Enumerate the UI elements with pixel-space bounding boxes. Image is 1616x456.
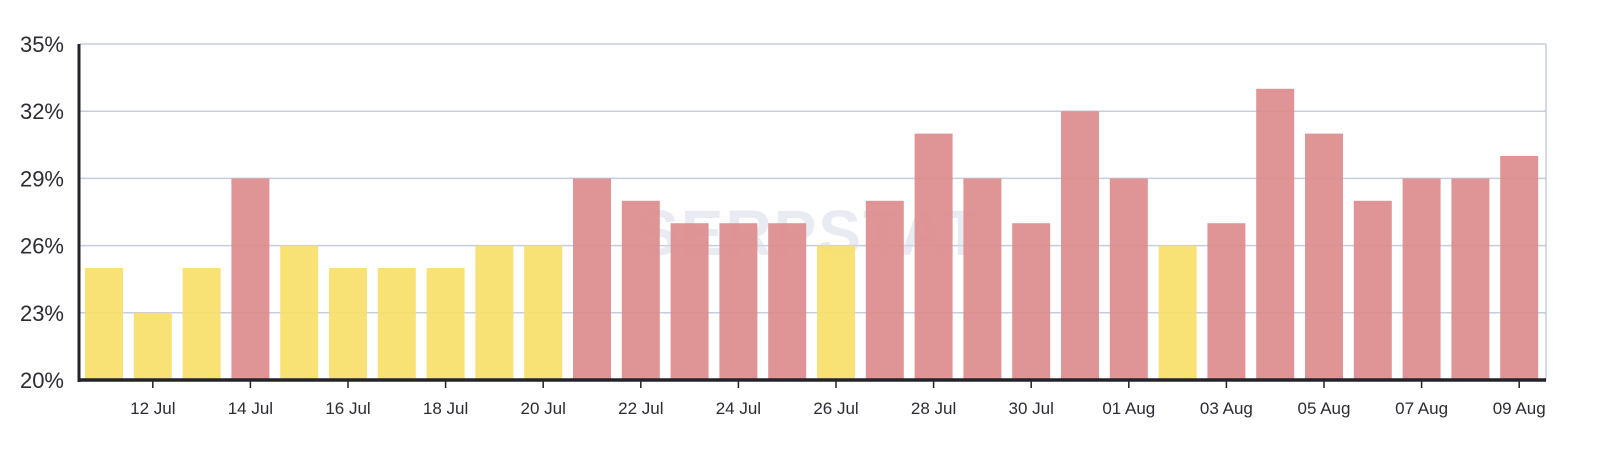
y-tick-label: 32%: [20, 99, 64, 124]
x-tick-label: 09 Aug: [1493, 399, 1546, 418]
bar-17-jul[interactable]: [377, 268, 416, 380]
bar-25-jul[interactable]: [768, 223, 807, 380]
bar-05-aug[interactable]: [1305, 133, 1343, 380]
y-tick-label: 20%: [20, 368, 64, 393]
bar-02-aug[interactable]: [1158, 245, 1197, 380]
bar-16-jul[interactable]: [329, 268, 367, 380]
x-axis-ticks: 12 Jul 14 Jul 16 Jul 18 Jul 20 Jul 22 Jul 24 J…: [130, 380, 1546, 418]
x-tick-label: 28 Jul: [911, 399, 956, 418]
bar-26-jul[interactable]: [817, 245, 855, 380]
axes: [77, 44, 1546, 382]
x-tick-label: 07 Aug: [1395, 399, 1448, 418]
bars: [85, 88, 1539, 381]
x-tick-label: 20 Jul: [521, 399, 566, 418]
x-tick-label: 18 Jul: [423, 399, 468, 418]
y-tick-label: 26%: [20, 234, 64, 259]
y-axis-ticks: 20% 23% 26% 29% 32% 35%: [20, 32, 64, 393]
y-tick-label: 35%: [20, 32, 64, 57]
bar-21-jul[interactable]: [573, 178, 611, 380]
bar-31-jul[interactable]: [1061, 111, 1099, 380]
x-tick-label: 03 Aug: [1200, 399, 1253, 418]
bar-28-jul[interactable]: [914, 133, 953, 380]
x-tick-label: 12 Jul: [130, 399, 175, 418]
bar-06-aug[interactable]: [1353, 200, 1392, 380]
bar-23-jul[interactable]: [670, 223, 709, 380]
x-tick-label: 14 Jul: [228, 399, 273, 418]
bar-20-jul[interactable]: [524, 245, 563, 380]
bar-18-jul[interactable]: [426, 268, 465, 380]
bar-11-jul[interactable]: [85, 268, 123, 380]
bar-08-aug[interactable]: [1451, 178, 1490, 380]
bar-27-jul[interactable]: [865, 200, 904, 380]
bar-29-jul[interactable]: [963, 178, 1002, 380]
grid-lines: [80, 43, 1547, 380]
bar-03-aug[interactable]: [1207, 223, 1246, 380]
bar-15-jul[interactable]: [280, 245, 319, 380]
x-tick-label: 05 Aug: [1298, 399, 1351, 418]
bar-04-aug[interactable]: [1256, 88, 1295, 381]
bar-01-aug[interactable]: [1109, 178, 1148, 380]
x-tick-label: 22 Jul: [618, 399, 663, 418]
bar-13-jul[interactable]: [182, 268, 221, 380]
bar-12-jul[interactable]: [133, 312, 172, 380]
bar-19-jul[interactable]: [475, 245, 514, 380]
x-tick-label: 30 Jul: [1009, 399, 1054, 418]
x-tick-label: 26 Jul: [813, 399, 858, 418]
bar-14-jul[interactable]: [231, 178, 270, 380]
bar-09-aug[interactable]: [1500, 156, 1539, 380]
bar-07-aug[interactable]: [1402, 178, 1441, 380]
bar-24-jul[interactable]: [719, 223, 758, 380]
y-tick-label: 23%: [20, 301, 64, 326]
x-tick-label: 24 Jul: [716, 399, 761, 418]
y-tick-label: 29%: [20, 166, 64, 191]
x-tick-label: 01 Aug: [1102, 399, 1155, 418]
bar-30-jul[interactable]: [1012, 223, 1051, 380]
x-tick-label: 16 Jul: [325, 399, 370, 418]
bar-22-jul[interactable]: [621, 200, 660, 380]
